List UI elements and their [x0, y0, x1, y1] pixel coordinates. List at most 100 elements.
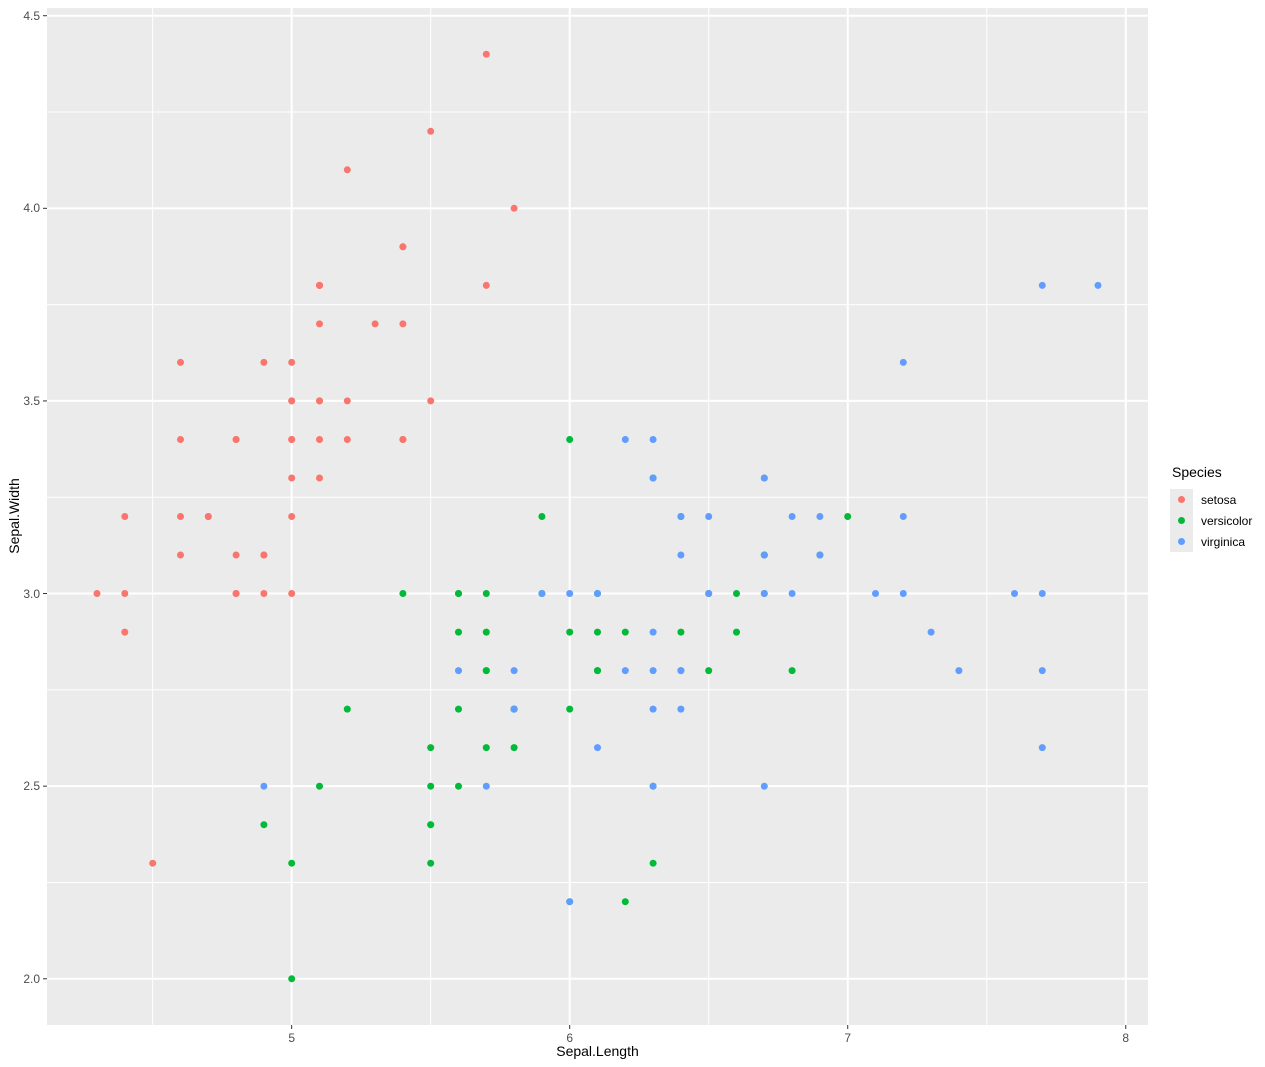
data-point-setosa [343, 436, 351, 443]
data-point-virginica [1038, 744, 1046, 752]
data-point-versicolor [288, 859, 296, 867]
data-point-virginica [566, 590, 574, 597]
data-point-virginica [677, 513, 685, 520]
data-point-virginica [760, 474, 768, 482]
data-point-versicolor [566, 705, 574, 713]
data-point-versicolor [427, 821, 435, 829]
data-point-setosa [232, 436, 240, 443]
data-point-setosa [177, 513, 184, 520]
data-point-versicolor [455, 705, 462, 713]
y-tick-label: 3.0 [23, 586, 40, 601]
y-tick-label: 2.5 [23, 779, 40, 794]
data-point-setosa [177, 358, 184, 366]
data-point-virginica [594, 590, 601, 597]
data-point-virginica [705, 513, 713, 520]
data-point-versicolor [288, 975, 296, 983]
data-point-versicolor [649, 859, 657, 867]
versicolor-point-icon [1178, 517, 1185, 524]
data-point-virginica [677, 705, 685, 713]
data-point-setosa [482, 281, 490, 289]
data-point-versicolor [427, 782, 435, 790]
data-point-virginica [621, 436, 629, 443]
data-point-setosa [204, 513, 212, 520]
y-axis-title: Sepal.Width [6, 478, 22, 554]
data-point-versicolor [482, 744, 490, 752]
data-point-setosa [316, 320, 323, 328]
data-point-setosa [343, 166, 351, 174]
data-point-versicolor [455, 782, 462, 790]
data-point-setosa [399, 243, 407, 251]
legend-item-setosa: setosa [1170, 489, 1252, 510]
data-point-setosa [260, 358, 268, 366]
y-tick-label: 3.5 [23, 393, 40, 408]
y-tick-label: 4.0 [23, 201, 40, 216]
legend-item-label: virginica [1201, 534, 1246, 549]
data-point-setosa [177, 551, 184, 559]
legend-item-virginica: virginica [1170, 531, 1252, 552]
data-point-virginica [649, 628, 657, 636]
data-point-virginica [788, 590, 796, 597]
data-point-virginica [649, 436, 657, 443]
data-point-virginica [649, 474, 657, 482]
data-point-virginica [816, 551, 824, 559]
y-tick-label: 4.5 [23, 8, 40, 23]
legend-title: Species [1172, 464, 1222, 480]
data-point-virginica [1094, 281, 1102, 289]
data-point-versicolor [427, 859, 435, 867]
data-point-virginica [899, 358, 907, 366]
data-point-virginica [677, 667, 685, 675]
data-point-virginica [482, 782, 490, 790]
data-point-setosa [510, 204, 518, 212]
data-point-versicolor [788, 667, 796, 675]
data-point-virginica [621, 667, 629, 675]
data-point-versicolor [482, 590, 490, 597]
data-point-setosa [121, 513, 129, 520]
data-point-versicolor [594, 628, 601, 636]
data-point-setosa [288, 358, 296, 366]
x-tick-label: 5 [288, 1031, 295, 1045]
data-point-setosa [288, 397, 296, 405]
data-point-virginica [510, 705, 518, 713]
data-point-virginica [872, 590, 879, 597]
data-point-setosa [93, 590, 101, 597]
legend-item-versicolor: versicolor [1170, 510, 1252, 531]
data-point-versicolor [594, 667, 601, 675]
data-point-virginica [510, 667, 518, 675]
setosa-point-icon [1178, 496, 1185, 503]
x-tick-label: 8 [1122, 1031, 1130, 1045]
data-point-versicolor [455, 590, 462, 597]
data-point-virginica [927, 628, 935, 636]
data-point-virginica [649, 667, 657, 675]
virginica-point-icon [1178, 538, 1185, 545]
data-point-setosa [260, 590, 268, 597]
legend-item-label: versicolor [1201, 513, 1253, 528]
data-point-virginica [760, 551, 768, 559]
data-point-versicolor [399, 590, 407, 597]
data-point-setosa [316, 281, 323, 289]
data-point-setosa [399, 436, 407, 443]
data-point-virginica [816, 513, 824, 520]
data-point-setosa [121, 590, 129, 597]
data-point-virginica [649, 705, 657, 713]
data-point-virginica [1038, 590, 1046, 597]
data-point-versicolor [316, 782, 323, 790]
data-point-virginica [899, 513, 907, 520]
data-point-versicolor [510, 744, 518, 752]
data-point-versicolor [343, 705, 351, 713]
data-point-virginica [955, 667, 963, 675]
data-point-virginica [760, 590, 768, 597]
legend-items: setosa versicolor virginica [1170, 489, 1252, 552]
data-point-versicolor [455, 628, 462, 636]
x-axis-title: Sepal.Length [556, 1043, 639, 1059]
data-point-virginica [705, 590, 713, 597]
data-point-virginica [788, 513, 796, 520]
data-point-setosa [371, 320, 379, 328]
x-tick-label: 6 [566, 1031, 574, 1045]
data-point-setosa [288, 474, 296, 482]
data-point-virginica [677, 551, 685, 559]
data-point-versicolor [482, 628, 490, 636]
data-point-versicolor [621, 898, 629, 906]
data-point-virginica [760, 782, 768, 790]
data-point-versicolor [538, 513, 546, 520]
